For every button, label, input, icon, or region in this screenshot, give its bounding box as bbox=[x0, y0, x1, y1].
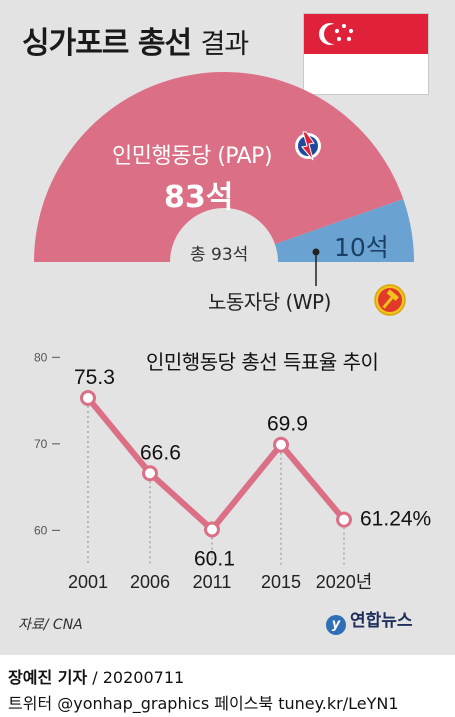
social-credit: 트위터 @yonhap_graphics 페이스북 tuney.kr/LeYN1 bbox=[8, 694, 399, 713]
pap-lightning-logo-icon bbox=[295, 131, 321, 161]
wp-hammer-logo-icon bbox=[374, 284, 406, 316]
semicircle-base bbox=[30, 262, 426, 266]
wp-pointer-dot bbox=[312, 248, 320, 256]
x-tick-label-4: 2020년 bbox=[316, 572, 373, 592]
x-tick-label-1: 2006 bbox=[130, 572, 170, 592]
value-label-2: 60.1 bbox=[194, 548, 235, 571]
value-label-0: 75.3 bbox=[74, 366, 115, 389]
value-label-1: 66.6 bbox=[140, 441, 181, 464]
data-point-0 bbox=[80, 389, 96, 406]
publish-date: / 20200711 bbox=[87, 668, 185, 687]
data-point-3 bbox=[273, 436, 289, 453]
parliament-semicircle bbox=[30, 72, 426, 316]
yonhap-logo-icon: y bbox=[326, 615, 346, 635]
total-seats: 총 93석 bbox=[190, 245, 249, 265]
x-tick-label-0: 2001 bbox=[68, 572, 108, 592]
chart-canvas: 80 70 60 75.3 66.6 60.1 69.9 61.24% 2001 2006 2011… bbox=[30, 72, 432, 592]
pap-seat-count: 83석 bbox=[164, 180, 234, 215]
data-point-2 bbox=[204, 521, 220, 538]
vote-share-line-chart: 80 70 60 75.3 66.6 60.1 69.9 61.24% 2001 2006 2011… bbox=[34, 350, 431, 592]
page-title: 싱가포르 총선 결과 bbox=[22, 18, 250, 62]
wp-seat-count: 10석 bbox=[334, 233, 389, 262]
title-main: 싱가포르 총선 bbox=[22, 26, 192, 61]
value-label-4: 61.24% bbox=[360, 508, 431, 531]
value-label-3: 69.9 bbox=[267, 413, 308, 436]
data-point-4 bbox=[336, 511, 352, 528]
chart-title: 인민행동당 총선 득표율 추이 bbox=[146, 350, 379, 374]
data-point-1 bbox=[142, 465, 158, 482]
pap-seat-wedge bbox=[34, 72, 404, 262]
title-suffix: 결과 bbox=[200, 29, 250, 60]
singapore-flag-icon bbox=[304, 14, 428, 94]
y-tick-label-0: 80 bbox=[34, 350, 48, 364]
pap-party-label: 인민행동당 (PAP) bbox=[112, 144, 273, 169]
x-tick-label-3: 2015 bbox=[261, 572, 301, 592]
x-tick-label-2: 2011 bbox=[193, 572, 232, 592]
data-source: 자료/ CNA bbox=[18, 617, 83, 633]
y-tick-label-2: 60 bbox=[34, 523, 48, 537]
reporter-credit: 장예진 기자 / 20200711 bbox=[8, 664, 184, 688]
brand-logo: y 연합뉴스 bbox=[326, 606, 413, 635]
reporter-name: 장예진 기자 bbox=[8, 668, 88, 687]
y-tick-label-1: 70 bbox=[34, 437, 48, 451]
wp-party-label: 노동자당 (WP) bbox=[208, 290, 331, 314]
brand-name: 연합뉴스 bbox=[350, 611, 413, 631]
